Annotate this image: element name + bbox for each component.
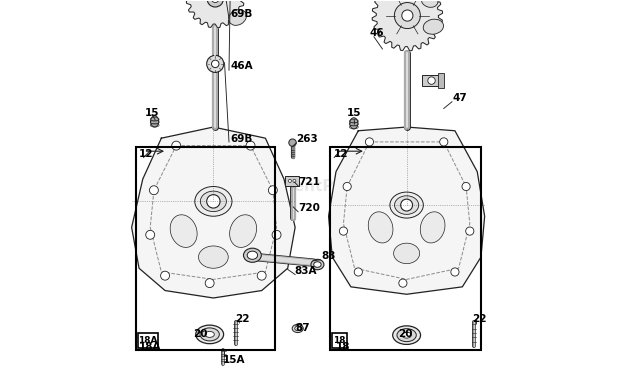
Ellipse shape (200, 191, 226, 211)
Text: 87: 87 (295, 323, 310, 333)
Circle shape (146, 231, 154, 239)
Bar (285, 176, 299, 186)
Text: 20: 20 (193, 329, 208, 339)
Ellipse shape (229, 215, 257, 247)
Circle shape (394, 3, 420, 29)
Text: 721: 721 (298, 177, 320, 186)
Ellipse shape (397, 329, 416, 342)
Circle shape (293, 179, 296, 182)
Ellipse shape (151, 116, 159, 127)
Text: 12: 12 (138, 149, 153, 159)
Text: 83A: 83A (294, 266, 317, 276)
Circle shape (343, 182, 352, 191)
Text: 83: 83 (321, 251, 335, 261)
Ellipse shape (244, 248, 261, 262)
Bar (422, 75, 441, 86)
Circle shape (354, 268, 363, 276)
Circle shape (466, 227, 474, 235)
Polygon shape (187, 0, 244, 28)
Bar (136, 147, 275, 350)
Text: 20: 20 (399, 329, 413, 339)
Ellipse shape (394, 243, 420, 264)
Circle shape (257, 271, 266, 280)
Ellipse shape (314, 262, 321, 267)
Text: 12: 12 (334, 149, 348, 159)
Ellipse shape (205, 332, 215, 337)
Text: 18: 18 (336, 342, 350, 352)
Bar (138, 333, 157, 348)
Circle shape (246, 141, 255, 150)
Circle shape (268, 186, 277, 195)
Ellipse shape (368, 212, 393, 243)
Text: 18: 18 (334, 336, 346, 345)
Ellipse shape (392, 326, 420, 344)
Circle shape (288, 179, 291, 182)
Text: 263: 263 (296, 134, 318, 144)
Ellipse shape (402, 332, 411, 338)
Polygon shape (329, 127, 485, 294)
Circle shape (211, 0, 219, 3)
Circle shape (462, 182, 470, 191)
Text: 69B: 69B (230, 9, 252, 19)
Ellipse shape (311, 259, 324, 270)
Ellipse shape (170, 215, 197, 247)
Text: 15A: 15A (223, 355, 245, 365)
Text: 22: 22 (235, 314, 249, 324)
Text: 46A: 46A (230, 62, 253, 72)
Ellipse shape (200, 328, 219, 341)
Circle shape (207, 0, 223, 7)
Ellipse shape (247, 251, 257, 259)
Ellipse shape (394, 196, 418, 214)
Circle shape (272, 231, 281, 239)
Bar (332, 333, 347, 348)
Circle shape (289, 139, 296, 146)
Circle shape (149, 186, 158, 195)
Text: 47: 47 (453, 93, 467, 103)
Circle shape (402, 10, 413, 21)
Circle shape (206, 55, 224, 72)
Circle shape (365, 138, 373, 146)
Text: 15: 15 (144, 108, 159, 118)
Ellipse shape (350, 118, 358, 129)
Circle shape (211, 60, 219, 68)
Circle shape (161, 271, 169, 280)
Text: 22: 22 (472, 314, 486, 324)
Text: 18A: 18A (138, 336, 157, 345)
Text: 18A: 18A (138, 342, 161, 352)
Ellipse shape (420, 212, 445, 243)
Bar (438, 73, 444, 88)
Ellipse shape (196, 325, 224, 344)
Text: ReplacementParts.com: ReplacementParts.com (211, 179, 409, 194)
Text: 46: 46 (370, 28, 384, 38)
Ellipse shape (229, 9, 246, 25)
Circle shape (451, 268, 459, 276)
Circle shape (401, 199, 412, 211)
Text: 720: 720 (298, 203, 320, 213)
Circle shape (440, 138, 448, 146)
Circle shape (399, 279, 407, 287)
Circle shape (339, 227, 348, 235)
Text: 69B: 69B (230, 134, 252, 144)
Polygon shape (131, 127, 295, 298)
Ellipse shape (390, 192, 423, 218)
Ellipse shape (292, 325, 303, 333)
Ellipse shape (198, 246, 228, 268)
Bar (330, 147, 481, 350)
Circle shape (206, 195, 220, 208)
Ellipse shape (422, 0, 438, 7)
Ellipse shape (294, 326, 301, 331)
Ellipse shape (423, 19, 443, 34)
Polygon shape (372, 0, 443, 51)
Text: 15: 15 (347, 108, 361, 118)
Circle shape (172, 141, 180, 150)
Circle shape (428, 77, 435, 84)
Ellipse shape (195, 186, 232, 216)
Circle shape (205, 279, 214, 288)
